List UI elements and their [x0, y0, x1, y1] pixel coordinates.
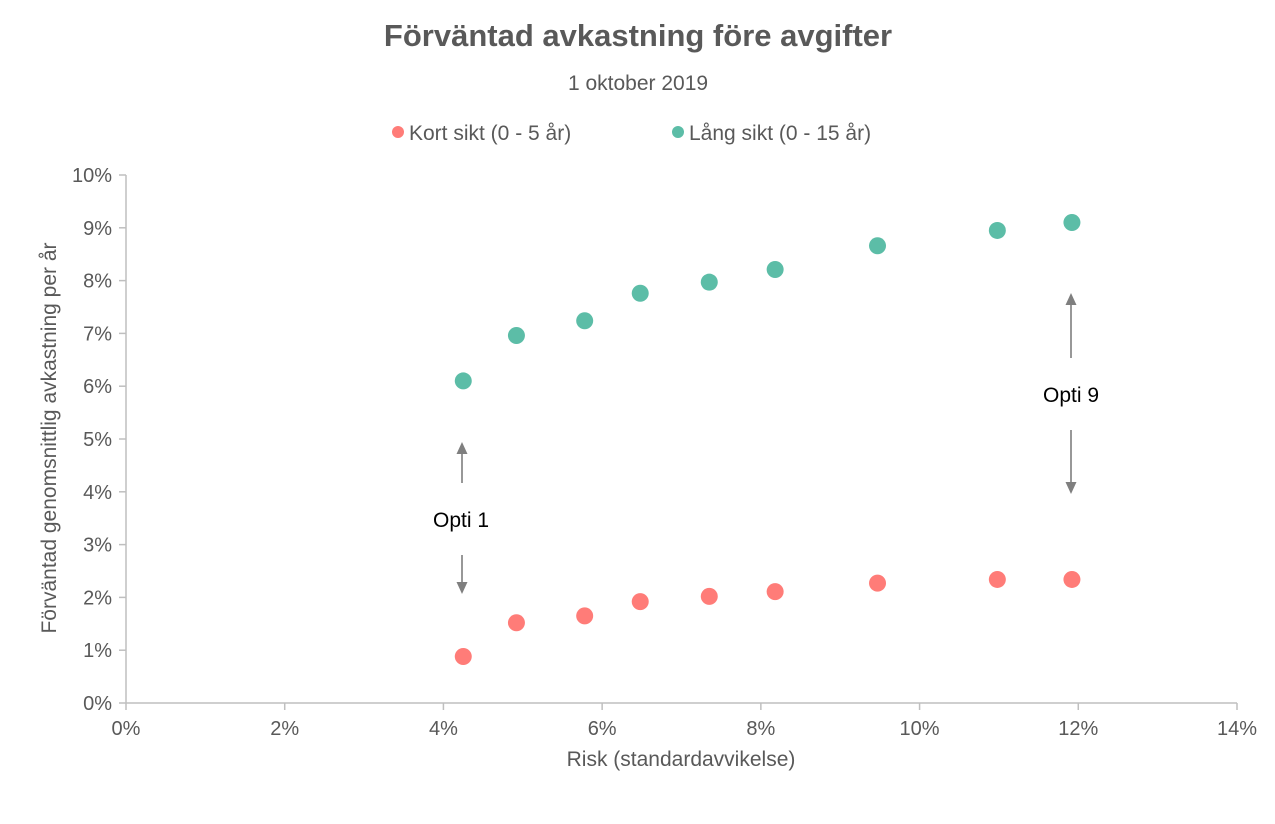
data-point-series-0 [1063, 570, 1081, 588]
data-point-series-1 [1063, 214, 1081, 232]
y-tick-label: 8% [83, 271, 112, 293]
data-point-series-0 [988, 570, 1006, 588]
data-point-series-1 [576, 312, 594, 330]
legend-label-series-1: Lång sikt (0 - 15 år) [689, 122, 871, 145]
x-tick-label: 8% [746, 718, 775, 740]
annotation-opti-1: Opti 1 [433, 442, 489, 594]
x-tick-label: 6% [588, 718, 617, 740]
opti-1-arrowhead-down [456, 582, 468, 594]
data-point-series-1 [700, 273, 718, 291]
y-axis-title: Förväntad genomsnittlig avkastning per å… [38, 242, 61, 633]
data-point-series-0 [766, 583, 784, 601]
y-tick-label: 7% [83, 323, 112, 345]
data-point-series-1 [766, 261, 784, 279]
legend-marker-series-0 [392, 126, 404, 138]
legend-label-series-0: Kort sikt (0 - 5 år) [409, 122, 571, 145]
opti-1-arrowhead-up [456, 442, 468, 454]
y-tick-label: 9% [83, 218, 112, 240]
data-point-series-0 [700, 587, 718, 605]
data-point-series-0 [507, 614, 525, 632]
data-point-series-0 [454, 648, 472, 666]
y-tick-label: 0% [83, 693, 112, 715]
x-axis-title: Risk (standardavvikelse) [567, 748, 796, 771]
data-point-series-0 [631, 593, 649, 611]
x-tick-label: 4% [429, 718, 458, 740]
x-tick-label: 10% [900, 718, 940, 740]
y-tick-label: 6% [83, 376, 112, 398]
opti-9-arrowhead-down [1065, 482, 1077, 494]
opti-9-label: Opti 9 [1043, 384, 1099, 407]
opti-9-arrowhead-up [1065, 293, 1077, 305]
y-tick-label: 4% [83, 482, 112, 504]
legend-marker-series-1 [672, 126, 684, 138]
opti-1-label: Opti 1 [433, 509, 489, 532]
data-point-series-1 [869, 237, 887, 255]
axes: 0% 1% 2% 3% 4% 5% 6% 7% 8% 9% 10% 0% 2% 4% 6% 8% 10% 12% 1… [72, 165, 1257, 740]
x-tick-label: 14% [1217, 718, 1257, 740]
data-point-series-1 [454, 372, 472, 390]
data-point-series-0 [869, 574, 887, 592]
x-tick-label: 0% [112, 718, 141, 740]
data-point-series-1 [988, 221, 1006, 239]
chart-title: Förväntad avkastning före avgifter [384, 18, 892, 53]
y-tick-label: 2% [83, 587, 112, 609]
data-point-series-0 [576, 607, 594, 625]
x-tick-label: 2% [270, 718, 299, 740]
y-tick-label: 1% [83, 640, 112, 662]
data-point-series-1 [507, 327, 525, 345]
legend: Kort sikt (0 - 5 år) Lång sikt (0 - 15 å… [392, 122, 871, 145]
annotation-opti-9: Opti 9 [1043, 293, 1099, 494]
y-tick-label: 3% [83, 535, 112, 557]
x-tick-label: 12% [1058, 718, 1098, 740]
chart-subtitle: 1 oktober 2019 [568, 72, 708, 95]
data-points [454, 214, 1081, 666]
y-tick-label: 5% [83, 429, 112, 451]
data-point-series-1 [631, 284, 649, 302]
y-tick-label: 10% [72, 165, 112, 187]
